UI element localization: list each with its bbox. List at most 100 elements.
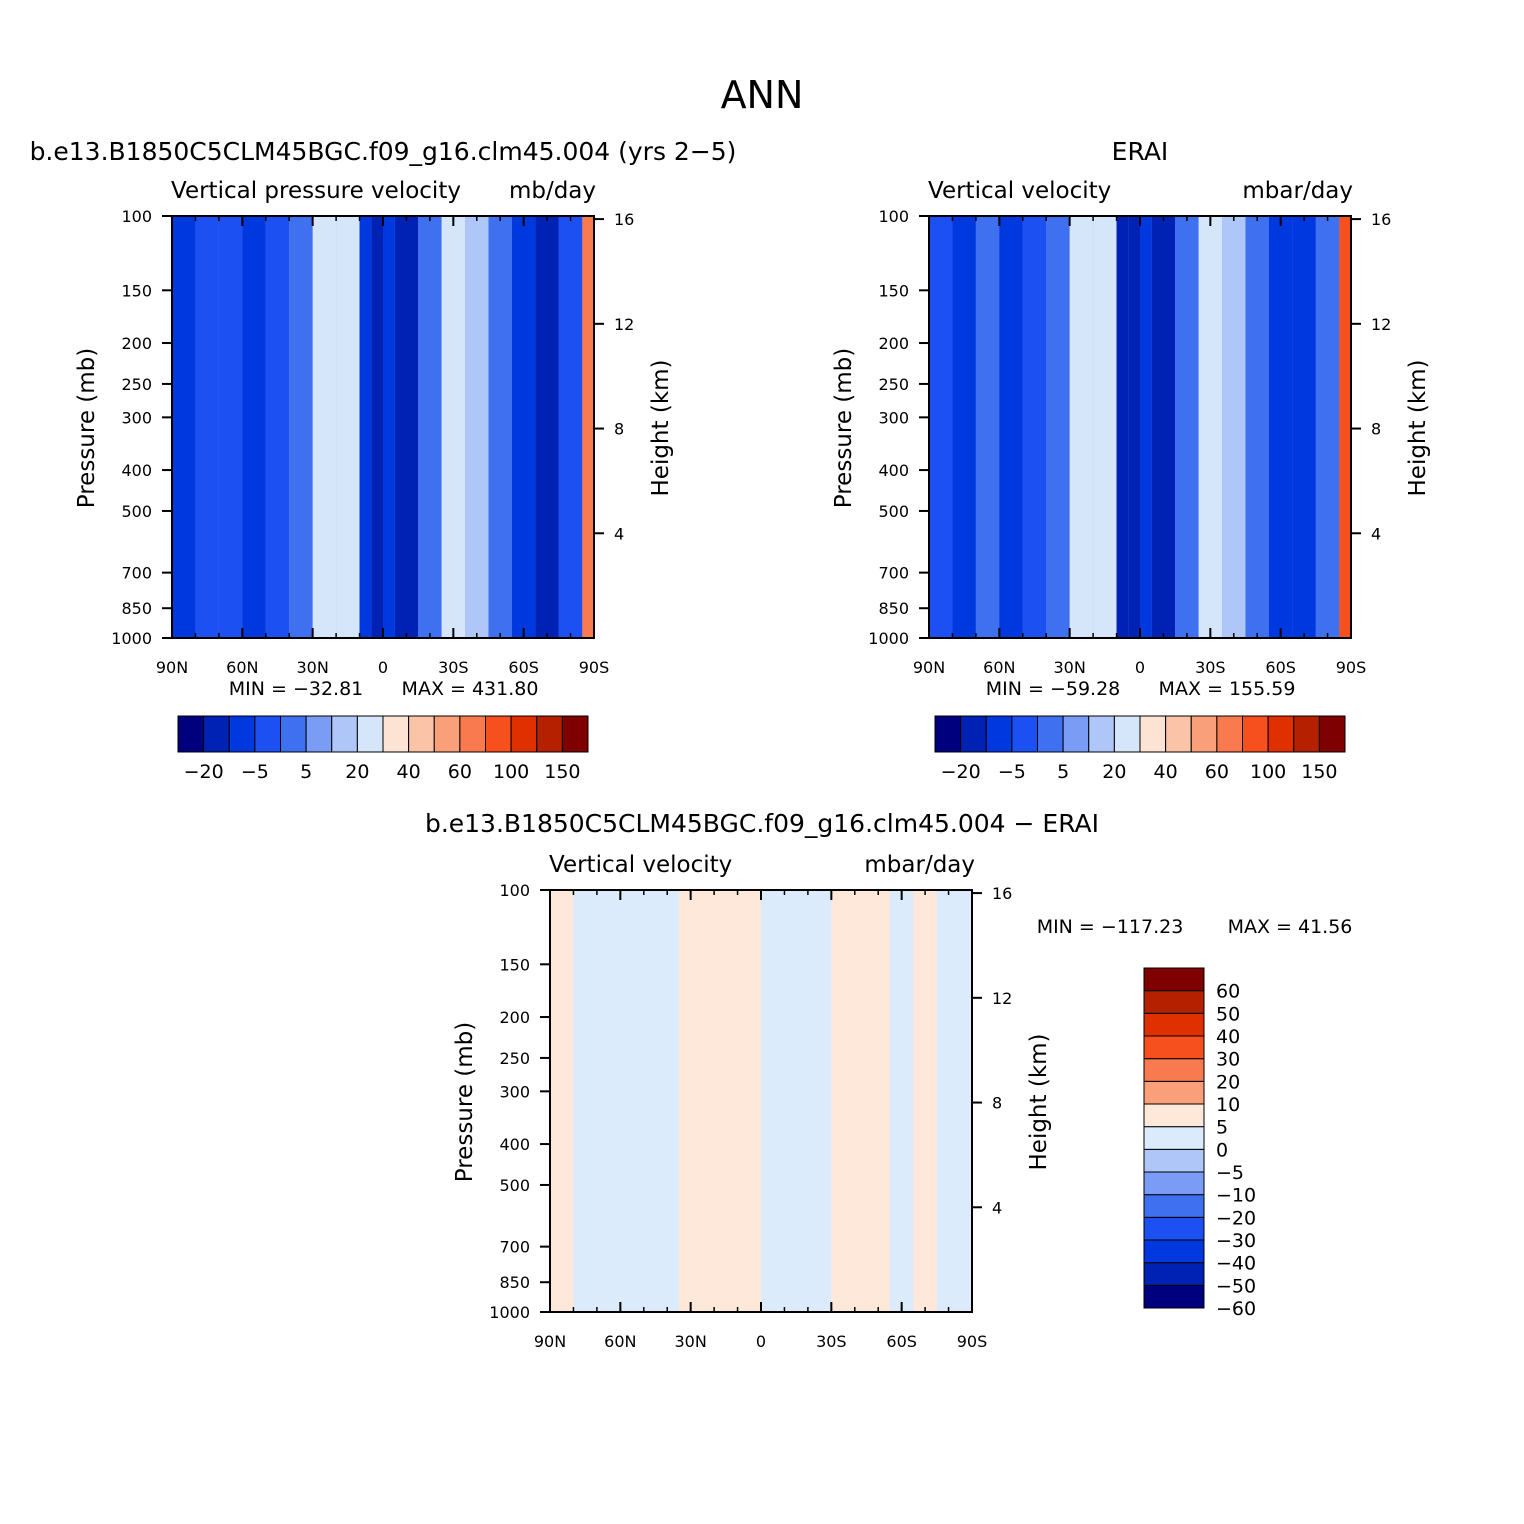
model-y-tick-label: 400 (121, 461, 152, 480)
difference-contour-band (761, 890, 785, 1312)
erai-y-tick-label: 400 (878, 461, 909, 480)
erai-colorbar-label: 20 (1102, 761, 1126, 783)
erai-colorbar-swatch (1216, 715, 1243, 753)
difference-colorbar-label: 50 (1216, 1003, 1240, 1025)
model-y2-tick-label: 12 (614, 315, 634, 334)
model-y-tick-label: 500 (121, 502, 152, 521)
difference-colorbar-swatch (1143, 1262, 1205, 1286)
model-colorbar-label: −5 (241, 761, 269, 783)
model-x-tick-label: 60S (508, 658, 539, 677)
model-contour-band (441, 216, 466, 638)
model-panel: b.e13.B1850C5CLM45BGC.f09_g16.clm45.004 … (30, 137, 737, 783)
difference-colorbar-swatch (1143, 1126, 1205, 1150)
erai-colorbar-label: 5 (1057, 761, 1069, 783)
difference-y2-tick-label: 8 (992, 1094, 1002, 1113)
model-y2-tick-label: 4 (614, 524, 624, 543)
difference-contour-band (749, 890, 761, 1312)
model-y-tick-label: 700 (121, 564, 152, 583)
difference-colorbar-swatch (1143, 1194, 1205, 1218)
model-contour-band (312, 216, 337, 638)
model-contour-band (535, 216, 559, 638)
model-colorbar-swatch (408, 715, 435, 753)
erai-contour-band (1069, 216, 1094, 638)
difference-colorbar-label: −60 (1216, 1298, 1256, 1320)
difference-x-tick-label: 0 (756, 1332, 766, 1351)
model-x-tick-label: 0 (378, 658, 388, 677)
difference-y-tick-label: 850 (499, 1273, 530, 1292)
difference-subtitle-left: Vertical velocity (549, 852, 732, 878)
difference-colorbar-swatch (1143, 1103, 1205, 1128)
erai-colorbar-label: 40 (1154, 761, 1178, 783)
difference-x-tick-label: 60S (886, 1332, 917, 1351)
difference-contour-band (620, 890, 656, 1312)
model-x-tick-label: 60N (226, 658, 258, 677)
erai-colorbar-swatch (1011, 715, 1038, 753)
model-x-tick-label: 30S (438, 658, 469, 677)
difference-colorbar-label: 40 (1216, 1026, 1240, 1048)
difference-colorbar-label: 5 (1216, 1117, 1228, 1139)
difference-y-tick-label: 300 (499, 1082, 530, 1101)
difference-y2-tick-label: 12 (992, 989, 1012, 1008)
model-colorbar-swatch (485, 715, 512, 753)
erai-contour-band (1198, 216, 1223, 638)
erai-x-tick-label: 90S (1336, 658, 1367, 677)
erai-min-label: MIN = −59.28 (986, 678, 1121, 700)
difference-y-tick-label: 1000 (489, 1303, 530, 1322)
model-colorbar-label: 5 (300, 761, 312, 783)
model-contour-band (371, 216, 383, 638)
erai-contour-band (975, 216, 1000, 638)
erai-colorbar: −20 −5 5 20 40 60 100 150 (934, 715, 1346, 783)
difference-y-tick-label: 150 (499, 955, 530, 974)
difference-max-label: MAX = 41.56 (1228, 916, 1353, 938)
difference-colorbar-swatch (1143, 1080, 1205, 1105)
erai-contour-band (929, 216, 953, 638)
model-y-tick-label: 300 (121, 408, 152, 427)
erai-contour-band (1175, 216, 1199, 638)
model-colorbar-label: 40 (397, 761, 421, 783)
difference-colorbar-label: −20 (1216, 1207, 1256, 1229)
difference-y-tick-label: 100 (499, 881, 530, 900)
model-y-tick-label: 200 (121, 334, 152, 353)
difference-contour-band (655, 890, 679, 1312)
erai-y2-tick-label: 12 (1371, 315, 1391, 334)
erai-x-tick-label: 30N (1054, 658, 1086, 677)
difference-y2-axis-label: Height (km) (1026, 1033, 1052, 1170)
difference-contour-band (725, 890, 750, 1312)
difference-y2-tick-label: 4 (992, 1198, 1002, 1217)
difference-colorbar-label: −5 (1216, 1162, 1244, 1184)
model-colorbar-swatch (459, 715, 486, 753)
erai-colorbar-swatch (1293, 715, 1320, 753)
model-colorbar: −20 −5 5 20 40 60 100 150 (177, 715, 589, 783)
model-colorbar-swatch (382, 715, 410, 753)
difference-contour-band (596, 890, 621, 1312)
model-colorbar-swatch (228, 715, 256, 753)
model-colorbar-swatch (280, 715, 307, 753)
difference-colorbar-swatch (1143, 990, 1205, 1014)
model-contour-band (289, 216, 313, 638)
difference-x-tick-label: 90N (534, 1332, 566, 1351)
difference-y-tick-label: 200 (499, 1008, 530, 1027)
model-contour-band (265, 216, 290, 638)
difference-panel-title: b.e13.B1850C5CLM45BGC.f09_g16.clm45.004 … (425, 809, 1099, 838)
erai-contour-band (1315, 216, 1340, 638)
difference-y-axis-label: Pressure (mb) (452, 1022, 478, 1182)
erai-colorbar-label: −5 (998, 761, 1026, 783)
erai-colorbar-swatch (934, 715, 962, 753)
erai-colorbar-label: −20 (941, 761, 981, 783)
difference-x-tick-label: 30S (816, 1332, 847, 1351)
erai-subtitle-left: Vertical velocity (928, 178, 1111, 204)
erai-y-tick-label: 200 (878, 334, 909, 353)
difference-contour-band (550, 890, 574, 1312)
difference-colorbar-swatch (1143, 1012, 1205, 1037)
difference-colorbar-label: −50 (1216, 1275, 1256, 1297)
erai-panel: ERAI Vertical velocity mbar/day Pressure… (831, 137, 1431, 783)
model-y2-tick-label: 8 (614, 420, 624, 439)
model-contour-band (172, 216, 196, 638)
erai-colorbar-swatch (1267, 715, 1295, 753)
erai-colorbar-swatch (1088, 715, 1115, 753)
erai-colorbar-swatch (1037, 715, 1064, 753)
difference-colorbar-label: −40 (1216, 1253, 1256, 1275)
erai-panel-title: ERAI (1112, 137, 1169, 166)
difference-contour-band (936, 890, 961, 1312)
model-y-tick-label: 250 (121, 375, 152, 394)
